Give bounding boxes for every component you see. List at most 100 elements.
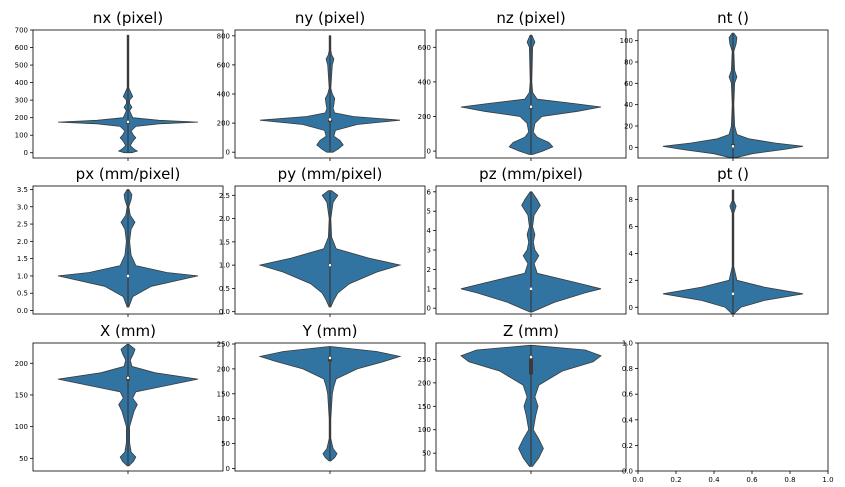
- y-tick-label: 3.0: [17, 203, 28, 211]
- subplot-8: pt () 0 2 4 6 8: [629, 165, 829, 317]
- y-tick-label: 5: [427, 208, 431, 216]
- axes-frame: [637, 185, 829, 315]
- y-tick-label: 0: [24, 149, 28, 157]
- subplot-11: Z (mm) 50 100 150 200 250: [418, 322, 627, 474]
- subplot-5: px (mm/pixel) 0.0 0.5 1.0 1.5 2.0 2.5 3.0 3.5: [17, 165, 224, 317]
- y-tick-label: 0.6: [622, 391, 634, 399]
- y-tick-label: 80: [624, 59, 633, 67]
- y-tick-label: 20: [624, 123, 633, 131]
- median-marker: [731, 292, 735, 296]
- y-tick-label: 40: [624, 101, 633, 109]
- y-tick-label: 200: [217, 120, 230, 128]
- y-tick-label: 0: [226, 149, 230, 157]
- y-tick-label: 100: [418, 426, 431, 434]
- median-marker: [126, 120, 130, 124]
- subplot-9: X (mm) 50 100 150 200: [15, 322, 224, 474]
- axes-frame: [32, 185, 224, 315]
- y-tick-label: 200: [418, 113, 431, 121]
- y-tick-label: 0: [427, 148, 431, 156]
- y-tick-label: 2.0: [17, 238, 28, 246]
- x-tick-label: 0.2: [670, 476, 681, 484]
- median-marker: [126, 376, 130, 380]
- y-tick-label: 400: [217, 91, 230, 99]
- x-tick-label: 0.8: [784, 476, 795, 484]
- x-tick-label: 0.6: [746, 476, 758, 484]
- subplot-6: py (mm/pixel) 0.0 0.5 1.0 1.5 2.0 2.5: [219, 165, 426, 317]
- median-marker: [529, 355, 533, 359]
- y-tick-label: 1: [427, 285, 431, 293]
- y-tick-label: 250: [217, 340, 230, 348]
- y-tick-label: 1.5: [219, 238, 230, 246]
- median-marker: [328, 118, 332, 121]
- y-tick-label: 0.0: [17, 307, 28, 315]
- subplot-title: Z (mm): [503, 322, 559, 340]
- median-marker: [529, 287, 533, 291]
- y-tick-label: 4: [427, 227, 432, 235]
- subplot-4: nt () 0 20 40 60 80 100: [620, 9, 829, 161]
- y-tick-label: 0: [427, 305, 431, 313]
- y-tick-label: 300: [15, 97, 28, 105]
- y-tick-label: 100: [15, 132, 28, 140]
- axes-frame: [234, 29, 426, 159]
- axes-frame: [234, 342, 426, 472]
- y-tick-label: 0.2: [622, 442, 633, 450]
- axes-frame: [637, 342, 829, 472]
- median-marker: [126, 274, 130, 278]
- y-tick-label: 2.0: [219, 215, 230, 223]
- y-tick-label: 50: [221, 440, 230, 448]
- subplot-title: pt (): [717, 165, 749, 183]
- y-tick-label: 200: [217, 365, 230, 373]
- axes-frame: [32, 29, 224, 159]
- y-tick-label: 250: [418, 356, 431, 364]
- y-tick-label: 1.0: [219, 262, 230, 270]
- y-tick-label: 2.5: [17, 221, 28, 229]
- y-tick-label: 0: [629, 304, 633, 312]
- y-tick-label: 600: [418, 44, 431, 52]
- subplot-2: ny (pixel) 0 200 400 600 800: [217, 9, 426, 161]
- y-tick-label: 1.5: [17, 255, 28, 263]
- y-tick-label: 1.0: [622, 340, 633, 348]
- y-tick-label: 2: [427, 266, 431, 274]
- y-tick-label: 400: [418, 78, 431, 86]
- axes-frame: [637, 29, 829, 159]
- y-tick-label: 0.5: [17, 290, 28, 298]
- axes-frame: [435, 342, 627, 472]
- median-marker: [731, 144, 735, 148]
- y-tick-label: 200: [418, 379, 431, 387]
- y-tick-label: 0.8: [622, 365, 633, 373]
- y-tick-label: 0.5: [219, 285, 230, 293]
- y-tick-label: 700: [15, 27, 28, 35]
- x-tick-label: 0.4: [708, 476, 720, 484]
- subplot-title: px (mm/pixel): [76, 165, 181, 183]
- subplot-title: nz (pixel): [496, 9, 565, 27]
- subplot-title: nt (): [717, 9, 749, 27]
- median-marker: [328, 356, 332, 360]
- subplot-1: nx (pixel) 0 100 200 300 400 500 600 700: [15, 9, 224, 161]
- subplot-title: ny (pixel): [295, 9, 365, 27]
- y-tick-label: 500: [15, 62, 28, 70]
- subplot-title: nx (pixel): [93, 9, 163, 27]
- axes-frame: [234, 185, 426, 315]
- subplot-10: Y (mm) 0 50 100 150 200 250: [217, 322, 426, 474]
- y-tick-label: 0.4: [622, 416, 634, 424]
- axes-frame: [435, 29, 627, 159]
- y-tick-label: 50: [422, 450, 431, 458]
- y-tick-label: 600: [217, 61, 230, 69]
- y-tick-label: 4: [629, 250, 634, 258]
- y-tick-label: 0.0: [219, 308, 230, 316]
- subplot-title: Y (mm): [302, 322, 358, 340]
- subplot-3: nz (pixel) 0 200 400 600: [418, 9, 627, 161]
- y-tick-label: 3.5: [17, 186, 28, 194]
- x-tick-label: 0.0: [632, 476, 643, 484]
- y-tick-label: 200: [15, 360, 28, 368]
- y-tick-label: 2.5: [219, 192, 230, 200]
- y-tick-label: 150: [217, 390, 230, 398]
- y-tick-label: 1.0: [17, 272, 28, 280]
- subplot-title: X (mm): [100, 322, 156, 340]
- subplot-title: pz (mm/pixel): [479, 165, 583, 183]
- y-tick-label: 150: [15, 391, 28, 399]
- axes-frame: [32, 342, 224, 472]
- y-tick-label: 3: [427, 247, 431, 255]
- y-tick-label: 100: [217, 415, 230, 423]
